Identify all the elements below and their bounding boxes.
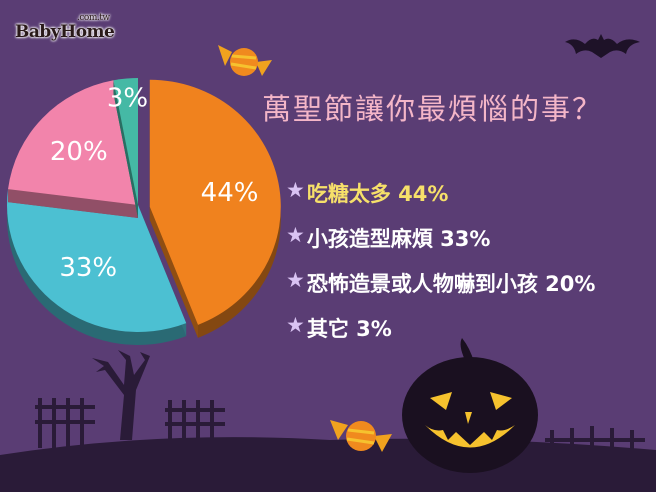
pie-chart: 44% 33% 20% 3% <box>7 78 281 345</box>
star-icon: ★ <box>286 313 305 337</box>
pie-value-label: 20% <box>50 137 108 167</box>
legend-item: ★ 其它 3% <box>286 313 595 358</box>
candy-icon <box>330 420 392 452</box>
pie-slice <box>7 189 187 345</box>
pie-slice-shape <box>113 78 138 205</box>
pie-slice <box>8 80 138 219</box>
candy-icon <box>218 45 272 76</box>
legend-label: 其它 3% <box>306 317 392 341</box>
legend-label: 恐怖造景或人物嚇到小孩 20% <box>306 272 596 296</box>
legend: ★ 吃糖太多 44% ★ 小孩造型麻煩 33% ★ 恐怖造景或人物嚇到小孩 20% ★… <box>286 178 595 358</box>
pie-slice-shape <box>8 80 138 219</box>
logo-text: BabyHome <box>15 22 115 42</box>
star-icon: ★ <box>286 268 305 292</box>
pie-slice-shape <box>113 78 138 218</box>
pumpkin-icon <box>402 338 538 473</box>
chart-title: 萬聖節讓你最煩惱的事？ <box>262 92 604 126</box>
legend-label: 小孩造型麻煩 33% <box>306 227 491 251</box>
pie-value-label: 44% <box>201 178 259 208</box>
legend-item: ★ 小孩造型麻煩 33% <box>286 223 595 268</box>
star-icon: ★ <box>286 178 305 202</box>
fence-icon <box>35 398 645 470</box>
pie-slice-shape <box>8 80 138 205</box>
babyhome-logo: .com.tw BabyHome <box>15 13 115 42</box>
pie-slice-shape <box>149 79 281 325</box>
pie-value-label: 33% <box>59 253 117 283</box>
legend-item: ★ 吃糖太多 44% <box>286 178 595 223</box>
legend-item: ★ 恐怖造景或人物嚇到小孩 20% <box>286 268 595 313</box>
ground-silhouette <box>0 350 656 492</box>
logo-suffix: .com.tw <box>77 13 110 23</box>
pie-slice <box>113 78 138 218</box>
bat-icon <box>565 34 640 58</box>
pie-slice <box>149 79 281 338</box>
star-icon: ★ <box>286 223 305 247</box>
tree-icon <box>92 350 150 440</box>
pie-value-label: 3% <box>107 84 148 114</box>
pie-slice-shape <box>7 189 187 332</box>
legend-label: 吃糖太多 44% <box>306 182 449 206</box>
